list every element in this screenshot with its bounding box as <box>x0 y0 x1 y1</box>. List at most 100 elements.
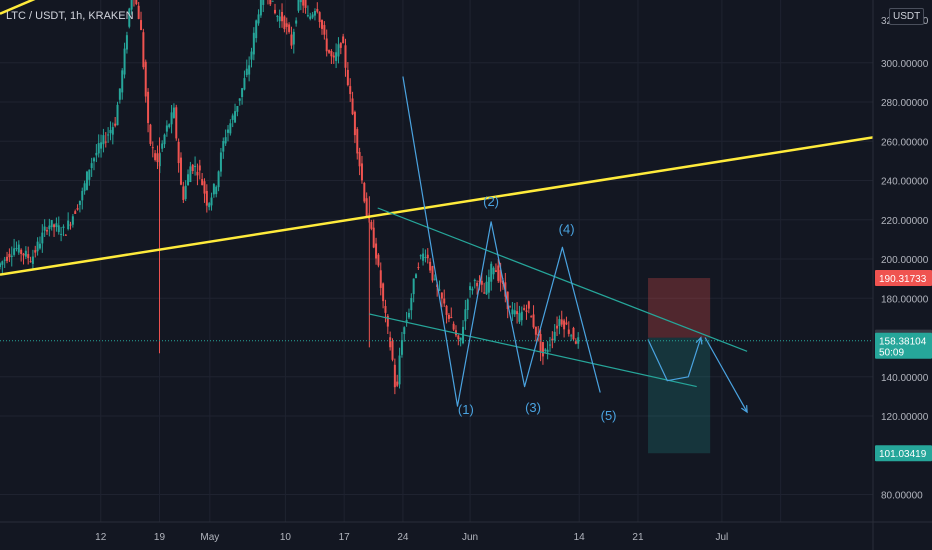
symbol-title[interactable]: LTC / USDT, 1h, KRAKEN <box>6 10 134 22</box>
trendline-main[interactable] <box>0 136 874 276</box>
arrow-head <box>740 405 748 414</box>
candle-body <box>349 86 352 95</box>
candle-body <box>351 98 354 115</box>
wave-path[interactable] <box>402 76 601 407</box>
candle-body <box>511 309 514 315</box>
candle-body <box>62 226 65 228</box>
candle-body <box>281 11 284 22</box>
grid-lines <box>0 0 873 522</box>
candle-body <box>570 335 573 337</box>
candle-body <box>309 16 312 19</box>
wave-labels: (1) (2) (3) (4) (5) <box>458 194 617 423</box>
candle-body <box>43 226 46 231</box>
candle-body <box>184 185 187 199</box>
candle-body <box>487 277 490 293</box>
candle-body <box>353 111 356 136</box>
candle-body <box>464 309 467 322</box>
candle-body <box>410 297 413 311</box>
candle-body <box>182 186 185 200</box>
candle-body <box>544 349 547 352</box>
candle-body <box>144 61 147 97</box>
candle-body <box>3 259 6 261</box>
candle-body <box>558 319 561 327</box>
candle-body <box>36 241 39 252</box>
candle-body <box>114 123 117 126</box>
candle-body <box>20 249 23 254</box>
candle-body <box>238 98 241 101</box>
candle-body <box>191 164 194 171</box>
trendline-upper-left[interactable] <box>0 0 92 15</box>
candle-body <box>304 0 307 8</box>
x-tick-label: 24 <box>397 532 409 543</box>
candle-body <box>412 278 415 295</box>
channel-upper[interactable] <box>377 207 748 352</box>
candle-body <box>0 263 1 268</box>
candle-body <box>257 14 260 24</box>
candle-body <box>205 190 208 206</box>
y-tick-label: 180.00000 <box>881 294 929 305</box>
candle-body <box>563 320 566 330</box>
candle-body <box>15 248 18 250</box>
candle-body <box>165 125 168 132</box>
candle-body <box>53 224 56 228</box>
candle-body <box>226 129 229 133</box>
price-label-box <box>875 332 932 359</box>
candle-body <box>356 129 359 154</box>
candle-body <box>375 243 378 259</box>
candle-body <box>161 143 164 149</box>
candle-body <box>172 107 175 118</box>
arrow-head <box>695 336 703 345</box>
candle-body <box>137 5 140 19</box>
candle-body <box>478 280 481 282</box>
candle-body <box>384 306 387 313</box>
candle-body <box>85 171 88 190</box>
candle-body <box>443 298 446 304</box>
candle-body <box>339 43 342 48</box>
candle-body <box>424 256 427 258</box>
y-tick-label: 280.00000 <box>881 98 929 109</box>
candle-body <box>485 281 488 295</box>
currency-badge[interactable]: USDT <box>889 8 925 25</box>
candle-body <box>516 311 519 315</box>
candle-body <box>55 223 58 228</box>
candle-body <box>102 135 105 145</box>
candle-body <box>492 267 495 275</box>
projection-1[interactable] <box>647 337 702 382</box>
projection-2[interactable] <box>704 337 748 413</box>
candle-body <box>123 48 126 75</box>
candle-body <box>50 220 53 228</box>
candle-body <box>88 169 91 180</box>
y-tick-label: 120.00000 <box>881 412 929 423</box>
candle-body <box>393 364 396 388</box>
drawn-lines <box>0 0 874 414</box>
candle-body <box>335 52 338 61</box>
candle-body <box>344 45 347 68</box>
candle-body <box>248 65 251 75</box>
candle-body <box>259 0 262 16</box>
candle-body <box>41 232 44 244</box>
candle-body <box>121 70 124 93</box>
candle-body <box>229 123 232 134</box>
candle-body <box>306 15 309 17</box>
y-tick-label: 80.00000 <box>881 491 923 502</box>
candle-body <box>311 14 314 18</box>
candle-body <box>170 112 173 125</box>
candle-body <box>565 322 568 325</box>
candle-body <box>64 234 67 236</box>
channel-lower[interactable] <box>369 313 697 388</box>
candle-body <box>363 182 366 202</box>
time-axis[interactable]: 12 19 May 10 17 24 Jun 14 21 Jul <box>95 532 728 543</box>
candle-body <box>177 141 180 164</box>
x-tick-label: 10 <box>280 532 292 543</box>
candle-body <box>262 0 265 5</box>
wave-label: (1) <box>458 402 474 417</box>
candle-body <box>382 283 385 302</box>
candle-body <box>74 211 77 214</box>
candle-body <box>57 225 60 233</box>
candle-body <box>278 16 281 22</box>
candle-body <box>60 233 63 235</box>
candle-body <box>271 0 274 2</box>
candle-body <box>17 244 20 253</box>
